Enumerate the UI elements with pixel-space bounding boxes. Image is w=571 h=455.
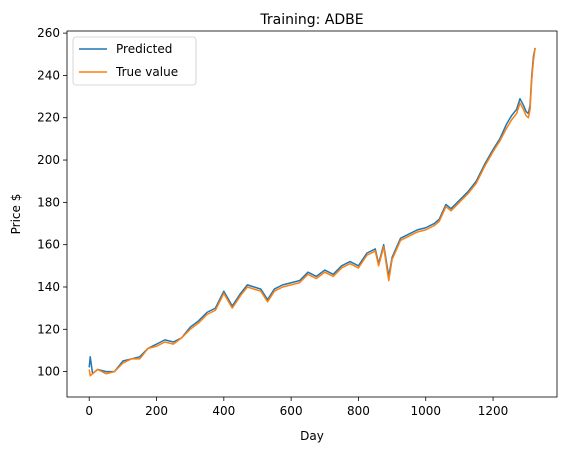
y-axis-label: Price $: [9, 194, 23, 235]
plot-frame: [66, 30, 558, 398]
chart-title: Training: ADBE: [259, 12, 363, 28]
y-tick-label: 100: [37, 365, 60, 379]
legend-label-true-value: True value: [115, 65, 178, 79]
series-layer: [88, 47, 536, 377]
legend-label-predicted: Predicted: [116, 42, 172, 56]
x-axis-label: Day: [300, 429, 324, 443]
legend: Predicted True value: [72, 36, 197, 86]
ticks-layer: 0 200 400 600 800 1000 1200 100 120 140 160 180 200 2…: [37, 26, 508, 418]
series-line-predicted: [88, 47, 536, 375]
x-tick-label: 0: [85, 404, 93, 418]
y-tick-label: 260: [37, 26, 60, 40]
y-tick-label: 120: [37, 322, 60, 336]
y-tick-label: 180: [37, 195, 60, 209]
x-tick-label: 1000: [410, 404, 441, 418]
y-tick-label: 240: [37, 68, 60, 82]
x-tick-label: 1200: [478, 404, 509, 418]
y-tick-label: 200: [37, 153, 60, 167]
y-tick-label: 140: [37, 280, 60, 294]
x-tick-label: 800: [347, 404, 370, 418]
plot-area: [67, 31, 557, 397]
series-line-true-value: [88, 47, 536, 377]
y-tick-label: 160: [37, 238, 60, 252]
x-tick-label: 200: [145, 404, 168, 418]
x-tick-label: 400: [212, 404, 235, 418]
y-tick-label: 220: [37, 111, 60, 125]
x-tick-label: 600: [280, 404, 303, 418]
